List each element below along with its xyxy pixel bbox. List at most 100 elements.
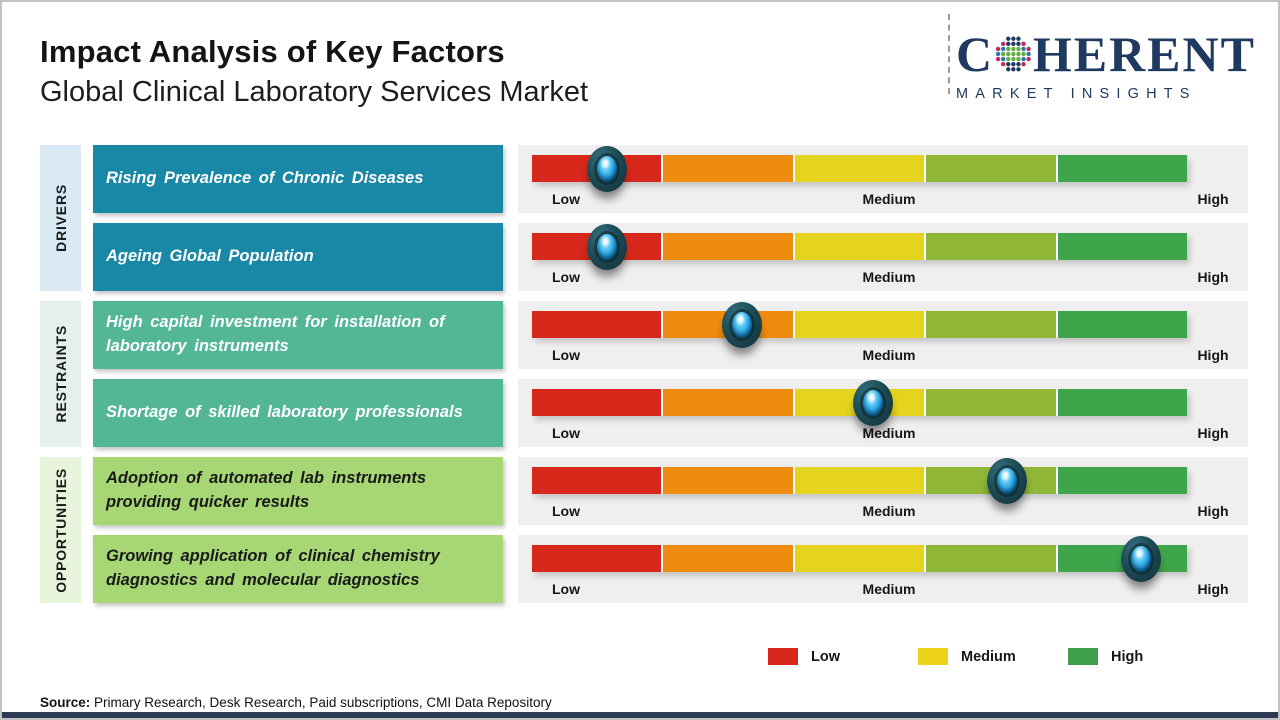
scale-label-high: High (1197, 269, 1229, 285)
factor-text: Growing application of clinical chemistr… (106, 547, 440, 589)
marker-orb-icon (597, 233, 618, 260)
bar-segment-red (532, 389, 662, 416)
factor-card: Rising Prevalence of Chronic Diseases (93, 145, 503, 213)
marker-orb-icon (862, 389, 883, 416)
impact-scale-row: Low Medium High (518, 379, 1248, 447)
marker-orb-icon (597, 155, 618, 182)
legend-swatch-medium (918, 648, 948, 665)
impact-marker (852, 379, 893, 426)
source-line: Source: Primary Research, Desk Research,… (40, 695, 552, 710)
bar-segment-green (1057, 389, 1188, 416)
bar-segment-green (1057, 467, 1188, 494)
legend-label: High (1111, 648, 1144, 665)
bar-segment-yellow (794, 155, 925, 182)
impact-scale-row: Low Medium High (518, 535, 1248, 603)
impact-marker (587, 223, 628, 270)
scale-label-medium: Medium (862, 191, 916, 207)
impact-matrix: DRIVERS RESTRAINTS OPPORTUNITIES Rising … (40, 145, 1248, 603)
page-subtitle: Global Clinical Laboratory Services Mark… (40, 76, 588, 108)
legend-label: Medium (961, 648, 1016, 665)
scale-label-low: Low (552, 191, 580, 207)
category-label: DRIVERS (52, 184, 69, 252)
source-label: Source: (40, 695, 91, 710)
impact-scale-row: Low Medium High (518, 223, 1248, 291)
logo-wordmark: C HERENT (956, 28, 1256, 80)
scale-label-high: High (1197, 503, 1229, 519)
scale-label-high: High (1197, 191, 1229, 207)
bar-segment-green (1057, 233, 1188, 260)
impact-gradient-bar (532, 223, 1188, 270)
bar-segment-yellow (794, 545, 925, 572)
legend-label: Low (811, 648, 840, 665)
bar-segment-green (1057, 155, 1188, 182)
scale-label-low: Low (552, 425, 580, 441)
bar-segment-olive (926, 233, 1056, 260)
bar-segment-red (532, 311, 662, 338)
marker-orb-icon (1131, 545, 1152, 572)
impact-gradient-bar (532, 301, 1188, 348)
factor-text: Shortage of skilled laboratory professio… (106, 403, 463, 422)
impact-marker (721, 301, 762, 348)
legend-item-high: High (1068, 648, 1218, 665)
bar-segment-olive (926, 389, 1056, 416)
category-label: OPPORTUNITIES (52, 467, 69, 593)
legend-item-low: Low (768, 648, 918, 665)
legend-swatch-low (768, 648, 798, 665)
factor-card: High capital investment for installation… (93, 301, 503, 369)
bar-segment-yellow (794, 233, 925, 260)
impact-scale-row: Low Medium High (518, 301, 1248, 369)
impact-gradient-bar (532, 145, 1188, 192)
scale-label-low: Low (552, 581, 580, 597)
bar-segment-orange (663, 545, 793, 572)
category-strip-drivers: DRIVERS (40, 145, 81, 291)
bar-segment-orange (663, 467, 793, 494)
bar-segment-orange (663, 389, 793, 416)
bar-segment-yellow (794, 311, 925, 338)
factor-text: Ageing Global Population (106, 247, 314, 266)
bar-segment-green (1057, 311, 1188, 338)
impact-marker (587, 145, 628, 192)
bar-segment-red (532, 467, 662, 494)
bar-segment-olive (926, 545, 1056, 572)
impact-gradient-bar (532, 457, 1188, 504)
category-strip-restraints: RESTRAINTS (40, 301, 81, 447)
scale-label-medium: Medium (862, 269, 916, 285)
footer-bar (2, 712, 1278, 718)
bar-segment-red (532, 545, 662, 572)
company-logo: C HERENT MARKET INSIGHTS (956, 28, 1256, 102)
scale-label-high: High (1197, 347, 1229, 363)
logo-tagline: MARKET INSIGHTS (956, 86, 1197, 102)
logo-globe-dots-icon (996, 36, 1031, 72)
category-label: RESTRAINTS (52, 325, 69, 423)
legend-item-medium: Medium (918, 648, 1068, 665)
scale-label-medium: Medium (862, 425, 916, 441)
scale-label-low: Low (552, 503, 580, 519)
page-title: Impact Analysis of Key Factors (40, 34, 505, 69)
scale-label-medium: Medium (862, 347, 916, 363)
impact-gradient-bar (532, 535, 1188, 582)
factor-text: Rising Prevalence of Chronic Diseases (106, 169, 424, 188)
logo-letters-herent: HERENT (1032, 26, 1256, 82)
category-strip-opportunities: OPPORTUNITIES (40, 457, 81, 603)
bar-segment-yellow (794, 467, 925, 494)
impact-scale-row: Low Medium High (518, 145, 1248, 213)
bar-segment-olive (926, 311, 1056, 338)
impact-scale-row: Low Medium High (518, 457, 1248, 525)
scale-label-medium: Medium (862, 581, 916, 597)
scale-label-high: High (1197, 425, 1229, 441)
scale-label-medium: Medium (862, 503, 916, 519)
impact-gradient-bar (532, 379, 1188, 426)
scale-label-low: Low (552, 269, 580, 285)
factor-card: Shortage of skilled laboratory professio… (93, 379, 503, 447)
header: Impact Analysis of Key Factors Global Cl… (40, 34, 588, 109)
marker-orb-icon (996, 467, 1017, 494)
factor-text: Adoption of automated lab instruments pr… (106, 469, 426, 511)
bar-segment-orange (663, 233, 793, 260)
marker-orb-icon (731, 311, 752, 338)
factor-card: Ageing Global Population (93, 223, 503, 291)
scale-label-low: Low (552, 347, 580, 363)
factor-card: Growing application of clinical chemistr… (93, 535, 503, 603)
scale-label-high: High (1197, 581, 1229, 597)
factor-card: Adoption of automated lab instruments pr… (93, 457, 503, 525)
